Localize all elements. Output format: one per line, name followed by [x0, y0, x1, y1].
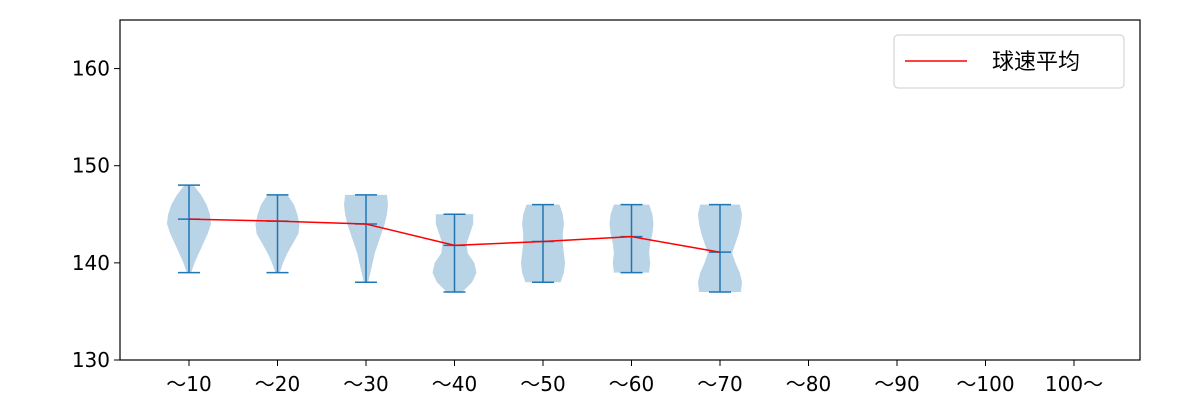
y-tick-label: 140 — [72, 251, 110, 275]
x-tick-label: ～50 — [520, 372, 565, 396]
y-tick-label: 160 — [72, 57, 110, 81]
legend-box — [893, 34, 1125, 89]
y-axis: 130 140 150 160 — [72, 57, 120, 372]
mean-line — [188, 218, 721, 253]
violins — [167, 184, 742, 293]
x-tick-label: 100～ — [1045, 372, 1103, 396]
x-tick-label: ～30 — [343, 372, 388, 396]
x-tick-label: ～60 — [609, 372, 654, 396]
x-axis: ～10 ～20 ～30 ～40 ～50 ～60 ～70 ～80 ～90 ～100 100～ — [166, 360, 1103, 396]
legend-label: 球速平均 — [992, 50, 1080, 75]
x-tick-label: ～10 — [166, 372, 211, 396]
plot-frame — [119, 19, 1141, 361]
x-tick-label: ～90 — [874, 372, 919, 396]
y-tick-label: 130 — [72, 348, 110, 372]
x-tick-label: ～100 — [956, 372, 1014, 396]
mean-series-line — [188, 218, 721, 253]
y-tick-label: 150 — [72, 154, 110, 178]
x-tick-label: ～40 — [432, 372, 477, 396]
legend: 球速平均 — [893, 34, 1125, 89]
x-tick-label: ～70 — [697, 372, 742, 396]
x-tick-label: ～20 — [255, 372, 300, 396]
x-tick-label: ～80 — [786, 372, 831, 396]
